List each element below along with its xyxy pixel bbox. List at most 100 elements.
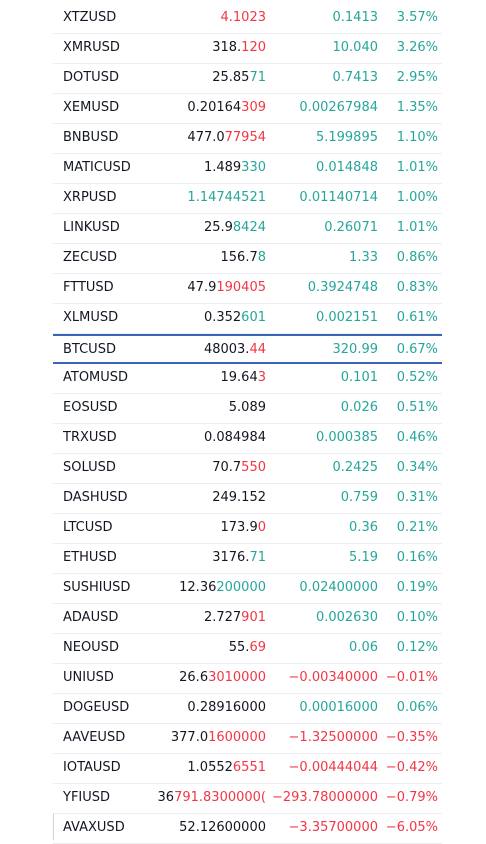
symbol-name: ATOMUSD (63, 370, 129, 385)
symbol-name: XLMUSD (63, 310, 119, 325)
watchlist-row-aaveusd[interactable]: AAVEUSD 377.01600000 −1.32500000 −0.35% (53, 724, 442, 754)
price-change-percent: 0.10% (396, 610, 438, 625)
watchlist-row-neousd[interactable]: NEOUSD 55.69 0.06 0.12% (53, 634, 442, 664)
watchlist-row-xrpusd[interactable]: XRPUSD 1.14744521 0.01140714 1.00% (53, 184, 442, 214)
price-change: −3.35700000 (288, 820, 378, 835)
watchlist-row-uniusd[interactable]: UNIUSD 26.63010000 −0.00340000 −0.01% (53, 664, 442, 694)
symbol-name: XEMUSD (63, 100, 120, 115)
last-price-base: 3176. (212, 550, 250, 565)
last-price: 0.28916000 (156, 694, 266, 722)
watchlist-row-dogeusd[interactable]: DOGEUSD 0.28916000 0.00016000 0.06% (53, 694, 442, 724)
last-price-tick: 791.8300000( (174, 790, 266, 805)
last-price-tick: 4.1023 (220, 10, 267, 25)
watchlist-row-avaxusd[interactable]: AVAXUSD 52.12600000 −3.35700000 −6.05% (53, 814, 442, 844)
price-change: 0.00016000 (299, 700, 378, 715)
last-price-base: 25.9 (203, 220, 233, 235)
watchlist-row-ltcusd[interactable]: LTCUSD 173.90 0.36 0.21% (53, 514, 442, 544)
last-price-tick: 71 (249, 70, 266, 85)
watchlist-row-adausd[interactable]: ADAUSD 2.727901 0.002630 0.10% (53, 604, 442, 634)
price-change-percent: 1.35% (396, 100, 438, 115)
watchlist-table: XTZUSD 4.1023 0.1413 3.57% XMRUSD 318.120 10.0… (53, 4, 442, 844)
watchlist-row-fttusd[interactable]: FTTUSD 47.9190405 0.3924748 0.83% (53, 274, 442, 304)
symbol-name: IOTAUSD (63, 760, 121, 775)
last-price-base: 52.12600000 (179, 820, 266, 835)
price-change: 0.026 (340, 400, 378, 415)
watchlist-row-zecusd[interactable]: ZECUSD 156.78 1.33 0.86% (53, 244, 442, 274)
last-price-base: 173.9 (220, 520, 258, 535)
last-price-tick: 601 (241, 310, 266, 325)
last-price: 477.077954 (156, 124, 266, 152)
last-price: 156.78 (156, 244, 267, 272)
last-price: 52.12600000 (156, 814, 266, 842)
last-price-tick: 69 (249, 640, 266, 655)
last-price: 48003.44 (156, 336, 266, 364)
price-change: 0.000385 (315, 430, 378, 445)
last-price: 249.152 (156, 484, 266, 512)
price-change: −0.00444044 (288, 760, 378, 775)
last-price: 25.98424 (156, 214, 266, 242)
last-price-tick: 1.14744521 (187, 190, 266, 205)
last-price-tick: 71 (249, 550, 266, 565)
price-change: 320.99 (332, 342, 379, 357)
price-change-percent: 1.01% (396, 220, 438, 235)
last-price-base: 1.489 (203, 160, 242, 175)
price-change: 1.33 (349, 250, 378, 265)
watchlist-row-maticusd[interactable]: MATICUSD 1.489330 0.014848 1.01% (53, 154, 442, 184)
price-change-percent: 0.46% (396, 430, 438, 445)
price-change: 5.19 (349, 550, 378, 565)
price-change-percent: −0.42% (385, 760, 438, 775)
last-price: 26.63010000 (156, 664, 266, 692)
last-price-base: 249.152 (212, 490, 266, 505)
price-change: 0.01140714 (299, 190, 378, 205)
symbol-name: LTCUSD (63, 520, 113, 535)
watchlist-row-dashusd[interactable]: DASHUSD 249.152 0.759 0.31% (53, 484, 442, 514)
watchlist-row-solusd[interactable]: SOLUSD 70.7550 0.2425 0.34% (53, 454, 442, 484)
watchlist-row-xtzusd[interactable]: XTZUSD 4.1023 0.1413 3.57% (53, 4, 442, 34)
watchlist-row-xlmusd[interactable]: XLMUSD 0.352601 0.002151 0.61% (53, 304, 442, 334)
symbol-name: XRPUSD (63, 190, 117, 205)
last-price: 173.90 (156, 514, 267, 542)
last-price-base: 47.9 (187, 280, 217, 295)
last-price: 4.1023 (156, 4, 267, 32)
symbol-name: TRXUSD (63, 430, 117, 445)
symbol-name: DASHUSD (63, 490, 128, 505)
watchlist-row-yfiusd[interactable]: YFIUSD 36791.8300000(−293.78000000 −0.79% (53, 784, 442, 814)
price-change-percent: −0.01% (385, 670, 438, 685)
last-price-tick: 8 (257, 250, 266, 265)
last-price-base: 0.352 (203, 310, 242, 325)
last-price-tick: 8424 (232, 220, 266, 235)
watchlist-row-iotausd[interactable]: IOTAUSD 1.05526551 −0.00444044 −0.42% (53, 754, 442, 784)
last-price-tick: 44 (249, 342, 266, 357)
price-change: 0.014848 (315, 160, 378, 175)
last-price-base: 70.7 (212, 460, 242, 475)
watchlist-row-xmrusd[interactable]: XMRUSD 318.120 10.040 3.26% (53, 34, 442, 64)
watchlist-row-sushiusd[interactable]: SUSHIUSD 12.36200000 0.02400000 0.19% (53, 574, 442, 604)
last-price-base: 318. (212, 40, 242, 55)
watchlist-row-atomusd[interactable]: ATOMUSD 19.643 0.101 0.52% (53, 364, 442, 394)
watchlist-row-btcusd[interactable]: BTCUSD 48003.44 320.99 0.67% (53, 334, 442, 364)
price-change-percent: −0.79% (385, 790, 438, 805)
last-price-tick: 190405 (216, 280, 266, 295)
last-price: 1.05526551 (156, 754, 266, 782)
watchlist-row-trxusd[interactable]: TRXUSD 0.084984 0.000385 0.46% (53, 424, 442, 454)
price-change-percent: 3.26% (396, 40, 438, 55)
last-price: 318.120 (156, 34, 266, 62)
last-price: 1.489330 (156, 154, 266, 182)
price-change: 0.002151 (315, 310, 378, 325)
last-price: 5.089 (156, 394, 266, 422)
price-change-percent: 0.21% (396, 520, 438, 535)
last-price-tick: 1600000 (208, 730, 266, 745)
watchlist-row-xemusd[interactable]: XEMUSD 0.20164309 0.00267984 1.35% (53, 94, 442, 124)
last-price: 55.69 (156, 634, 266, 662)
watchlist-row-dotusd[interactable]: DOTUSD 25.8571 0.7413 2.95% (53, 64, 442, 94)
price-change-percent: 0.06% (396, 700, 438, 715)
last-price-tick: 6551 (232, 760, 266, 775)
watchlist-row-linkusd[interactable]: LINKUSD 25.98424 0.26071 1.01% (53, 214, 442, 244)
watchlist-row-eosusd[interactable]: EOSUSD 5.089 0.026 0.51% (53, 394, 442, 424)
watchlist-row-ethusd[interactable]: ETHUSD 3176.71 5.19 0.16% (53, 544, 442, 574)
last-price-base: 377.0 (170, 730, 209, 745)
symbol-name: EOSUSD (63, 400, 118, 415)
symbol-name: NEOUSD (63, 640, 119, 655)
price-change-percent: 0.61% (396, 310, 438, 325)
watchlist-row-bnbusd[interactable]: BNBUSD 477.077954 5.199895 1.10% (53, 124, 442, 154)
